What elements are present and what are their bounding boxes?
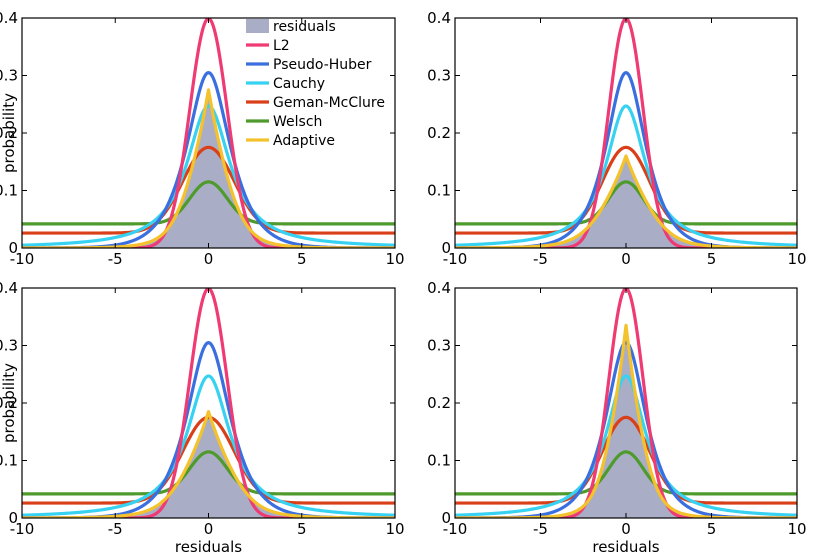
series-line-geman-mcclure — [455, 415, 797, 505]
y-tick-label: 0.2 — [427, 124, 451, 142]
y-tick-label: 0 — [8, 509, 18, 527]
y-tick-label: 0.1 — [427, 452, 451, 470]
x-tick-label: -10 — [10, 520, 35, 538]
panel-top-right: -10 -5 0 5 10 0 0.1 0.2 0.3 0.4 — [427, 9, 806, 268]
x-tick-label: -10 — [10, 250, 35, 268]
plot-area — [455, 288, 797, 518]
y-tick-label: 0.1 — [0, 452, 18, 470]
x-tick-label: 0 — [204, 250, 214, 268]
series-line-cauchy — [455, 104, 797, 247]
x-tick-label: -5 — [108, 520, 123, 538]
legend-label: Welsch — [273, 114, 322, 130]
series-line-geman-mcclure — [22, 145, 395, 235]
x-tick-label: 10 — [385, 250, 404, 268]
series-line-welsch — [22, 450, 395, 496]
x-axis-title: residuals — [592, 538, 659, 556]
legend-label: Adaptive — [273, 133, 335, 149]
x-axis-title: residuals — [175, 538, 242, 556]
panel-top-left: -10 -5 0 5 10 0 0.1 0.2 0.3 0.4 probability residua… — [0, 9, 405, 268]
x-tick-label: 0 — [621, 520, 631, 538]
y-tick-label: 0.3 — [427, 337, 451, 355]
y-tick-label: 0.3 — [427, 67, 451, 85]
x-tick-label: 10 — [787, 520, 806, 538]
panel-bottom-right: -10 -5 0 5 10 0 0.1 0.2 0.3 0.4 residuals — [427, 279, 806, 556]
series-line-welsch — [455, 180, 797, 226]
series-line-cauchy — [22, 374, 395, 517]
y-tick-label: 0.4 — [427, 279, 451, 297]
x-tick-label: -5 — [533, 250, 548, 268]
y-tick-label: 0 — [441, 239, 451, 257]
y-axis-title: probability — [0, 93, 18, 173]
x-tick-label: 5 — [707, 520, 717, 538]
y-tick-label: 0.1 — [0, 182, 18, 200]
x-tick-label: 10 — [787, 250, 806, 268]
y-tick-label: 0 — [8, 239, 18, 257]
x-tick-label: 0 — [204, 520, 214, 538]
plot-area — [22, 18, 395, 248]
x-tick-label: 0 — [621, 250, 631, 268]
x-tick-label: -10 — [443, 250, 468, 268]
y-tick-label: 0.4 — [0, 9, 18, 27]
series-line-geman-mcclure — [22, 415, 395, 505]
y-tick-label: 0.1 — [427, 182, 451, 200]
panel-bottom-left: -10 -5 0 5 10 0 0.1 0.2 0.3 0.4 residuals probabili… — [0, 279, 405, 556]
x-tick-label: 10 — [385, 520, 404, 538]
legend-label: Geman-McClure — [273, 95, 385, 111]
y-tick-label: 0.2 — [0, 124, 18, 142]
series-line-cauchy — [22, 104, 395, 247]
legend-label: residuals — [273, 19, 336, 35]
legend-label: L2 — [273, 38, 290, 54]
residuals-histogram — [455, 156, 797, 248]
legend-label: Cauchy — [273, 76, 325, 92]
residuals-histogram — [22, 414, 395, 518]
y-tick-label: 0 — [441, 509, 451, 527]
series-line-geman-mcclure — [455, 145, 797, 235]
y-tick-label: 0.2 — [427, 394, 451, 412]
plot-area — [22, 288, 395, 518]
y-tick-label: 0.3 — [0, 67, 18, 85]
legend-swatch-residuals — [246, 19, 269, 33]
plot-area — [455, 18, 797, 248]
x-tick-label: -5 — [108, 250, 123, 268]
series-line-cauchy — [455, 374, 797, 517]
y-tick-label: 0.4 — [427, 9, 451, 27]
x-tick-label: 5 — [707, 250, 717, 268]
y-axis-title: probability — [0, 363, 18, 443]
x-tick-label: -5 — [533, 520, 548, 538]
residuals-histogram — [22, 92, 395, 248]
y-tick-label: 0.4 — [0, 279, 18, 297]
residuals-histogram — [455, 328, 797, 518]
x-tick-label: 5 — [297, 250, 307, 268]
legend: residuals L2 Pseudo-Huber Cauchy Geman-McClu… — [246, 19, 385, 149]
series-line-welsch — [22, 180, 395, 226]
series-line-welsch — [455, 450, 797, 496]
x-tick-label: -10 — [443, 520, 468, 538]
x-tick-label: 5 — [297, 520, 307, 538]
y-tick-label: 0.2 — [0, 394, 18, 412]
legend-label: Pseudo-Huber — [273, 57, 372, 73]
y-tick-label: 0.3 — [0, 337, 18, 355]
